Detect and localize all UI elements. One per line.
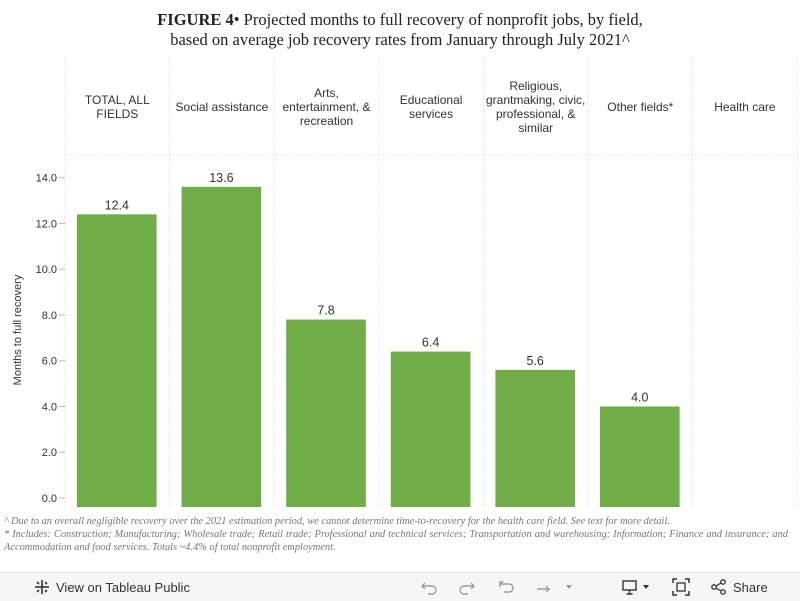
column-header-label: entertainment, & xyxy=(282,100,370,114)
bar-value-label: 7.8 xyxy=(317,304,334,318)
bar-value-label: 13.6 xyxy=(209,171,233,185)
column-header-label: Health care xyxy=(714,100,776,114)
bar-value-label: 4.0 xyxy=(631,390,648,404)
redo-button[interactable] xyxy=(458,573,476,601)
y-tick-label: 4.0 xyxy=(42,401,57,413)
y-tick-label: 10.0 xyxy=(36,264,57,276)
bar xyxy=(390,351,471,507)
column-header-label: recreation xyxy=(300,114,353,128)
share-icon xyxy=(711,579,726,595)
footnote-asterisk: * Includes: Construction; Manufacturing;… xyxy=(4,529,788,553)
footnotes: ^ Due to an overall negligible recovery … xyxy=(4,515,788,554)
chart-title: FIGURE 4• Projected months to full recov… xyxy=(0,10,800,50)
revert-button[interactable] xyxy=(497,573,515,601)
column-header-label: TOTAL, ALL xyxy=(85,93,150,107)
column-header-label: FIELDS xyxy=(96,107,138,121)
undo-button[interactable] xyxy=(420,573,438,601)
column-header-label: Social assistance xyxy=(176,100,269,114)
bar xyxy=(495,369,575,507)
refresh-icon xyxy=(537,585,572,593)
column-header-label: Other fields* xyxy=(607,100,673,114)
y-axis-title: Months to full recovery xyxy=(12,274,24,385)
view-on-tableau-label: View on Tableau Public xyxy=(56,579,190,595)
share-button[interactable]: Share xyxy=(710,573,768,601)
bar xyxy=(181,186,262,507)
bar xyxy=(600,406,680,507)
bar-value-label: 6.4 xyxy=(422,336,439,350)
y-tick-label: 14.0 xyxy=(36,173,57,185)
fullscreen-icon xyxy=(672,578,690,596)
title-line-2: based on average job recovery rates from… xyxy=(170,30,630,49)
download-icon xyxy=(622,580,649,595)
bar-value-label: 5.6 xyxy=(527,354,544,368)
column-header-label: services xyxy=(409,107,453,121)
column-header-label: grantmaking, civic, xyxy=(486,93,585,107)
title-line-1: • Projected months to full recovery of n… xyxy=(233,10,643,29)
y-tick-label: 6.0 xyxy=(42,356,57,368)
y-tick-label: 2.0 xyxy=(42,447,57,459)
bar xyxy=(77,214,157,507)
figure-number: FIGURE 4 xyxy=(157,10,234,29)
download-button[interactable] xyxy=(622,573,652,601)
tableau-toolbar: View on Tableau Public Share xyxy=(0,572,800,601)
bar-value-label: 12.4 xyxy=(105,198,129,212)
footnote-caret: ^ Due to an overall negligible recovery … xyxy=(4,516,670,527)
bar xyxy=(286,319,366,507)
share-label: Share xyxy=(733,579,768,595)
redo-icon xyxy=(459,582,475,595)
view-on-tableau-button[interactable]: View on Tableau Public xyxy=(34,573,190,601)
revert-icon xyxy=(499,580,514,593)
fullscreen-button[interactable] xyxy=(672,573,690,601)
column-header-label: Arts, xyxy=(314,86,339,100)
undo-icon xyxy=(421,582,437,595)
tableau-logo-icon xyxy=(35,580,49,594)
column-header-label: Educational xyxy=(400,93,463,107)
column-header-label: professional, & xyxy=(496,107,575,121)
column-header-label: Religious, xyxy=(509,79,562,93)
y-tick-label: 12.0 xyxy=(36,218,57,230)
y-tick-label: 0.0 xyxy=(42,493,57,505)
column-header-label: similar xyxy=(518,121,553,135)
y-tick-label: 8.0 xyxy=(42,310,57,322)
refresh-button[interactable] xyxy=(535,573,575,601)
